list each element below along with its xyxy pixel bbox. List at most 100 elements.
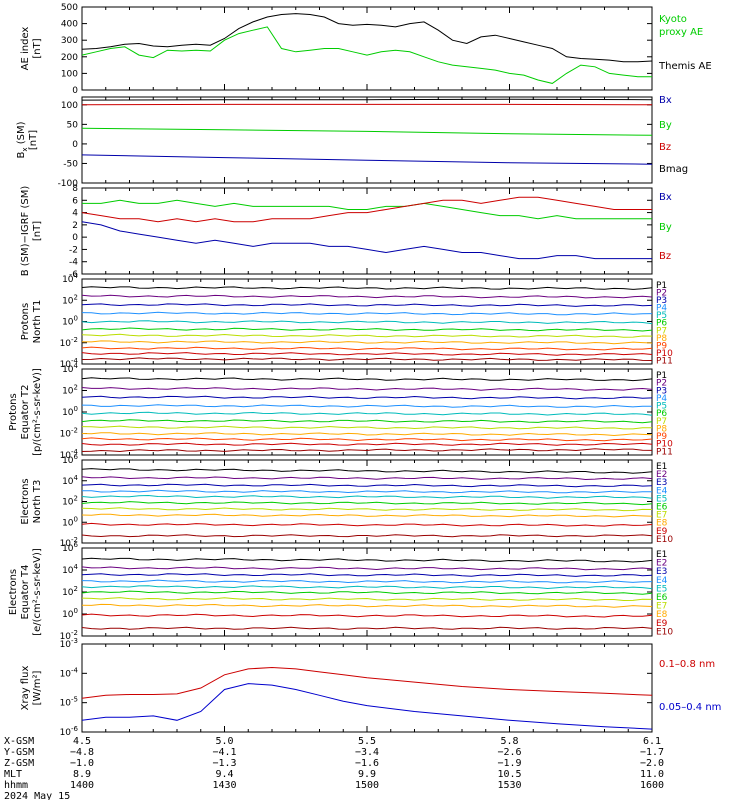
series-line-P9 xyxy=(81,346,653,351)
x-row-value: 9.9 xyxy=(358,769,376,780)
series-line-Bz xyxy=(81,196,652,223)
legend-label: 0.05–0.4 nm xyxy=(659,702,721,713)
panel-y-label: Bx (SM)[nT] xyxy=(16,121,39,158)
y-tick-label: 102 xyxy=(62,293,78,306)
y-tick-label: 10-2 xyxy=(60,336,78,349)
y-label-line: Electrons xyxy=(20,478,31,524)
series-line-E10 xyxy=(81,626,653,630)
panel-0: 0 100 200 300 400 500 Kyoto proxy AE Themis AE AE… xyxy=(20,3,712,96)
y-tick-label: 104 xyxy=(62,474,78,487)
y-tick-exponent: -4 xyxy=(71,666,79,674)
series-line-P6 xyxy=(81,327,653,332)
y-label-line: [nT] xyxy=(32,221,43,241)
y-label-line: B (SM)−IGRF (SM) xyxy=(20,186,31,277)
x-row-value: 4.5 xyxy=(73,736,91,747)
x-row-value: 9.4 xyxy=(215,769,233,780)
panel-y-label: ElectronsEquator T4[e/(cm²-s-sr-keV)] xyxy=(8,548,43,636)
y-tick-label: -4 xyxy=(69,258,78,268)
channel-label: E2 xyxy=(656,470,667,480)
date-label: 2024 May 15 xyxy=(4,791,70,800)
y-label-line: Xray flux xyxy=(20,666,31,711)
y-label-sub: x xyxy=(21,147,29,151)
series-line-E4 xyxy=(81,489,653,494)
x-row-value: −4.8 xyxy=(70,747,94,758)
channel-label: E4 xyxy=(656,486,668,496)
x-row-value: 10.5 xyxy=(497,769,521,780)
y-tick-label: -2 xyxy=(69,245,78,255)
series-line-E6 xyxy=(81,501,653,506)
panel-4: 10410210010-210-4P1P2P3P4P5P6P7P8P9P10P1… xyxy=(8,362,673,461)
x-row-value: 1430 xyxy=(212,780,236,791)
y-label-line: Equator T2 xyxy=(20,385,31,440)
series-line-P10 xyxy=(81,442,653,446)
x-row-label: Z-GSM xyxy=(4,758,34,769)
series-line-P2 xyxy=(81,387,653,391)
x-row-value: 1530 xyxy=(497,780,521,791)
x-row-value: 1500 xyxy=(355,780,379,791)
y-label-line: [nT] xyxy=(32,38,43,58)
series-line-P8 xyxy=(81,432,653,437)
series-line-By xyxy=(82,199,652,220)
y-label-line: [p/(cm²-s-sr-keV)] xyxy=(32,368,43,456)
panel-5: 10610410210010-2E1E2E3E4E5E6E7E8E9E10Ele… xyxy=(20,453,673,549)
y-tick-exponent: -5 xyxy=(71,696,78,704)
y-tick-label: 300 xyxy=(61,36,78,46)
x-row-label: hhmm xyxy=(4,780,28,791)
y-tick-label: -50 xyxy=(63,159,78,169)
channel-label: E5 xyxy=(656,584,667,594)
legend-label: proxy AE xyxy=(659,27,703,38)
x-row-value: −4.1 xyxy=(212,747,236,758)
y-tick-label: 0 xyxy=(72,140,78,150)
series-line-P5 xyxy=(81,411,653,416)
channel-label: E10 xyxy=(656,627,673,637)
y-tick-exponent: -2 xyxy=(71,629,78,637)
channel-label: E1 xyxy=(656,550,667,560)
y-tick-label: 0 xyxy=(72,233,78,243)
series-line-E7 xyxy=(81,507,653,512)
panel-frame xyxy=(81,96,653,184)
y-tick-label: 100 xyxy=(61,69,78,79)
series-line-E1 xyxy=(81,557,653,563)
channel-label: P2 xyxy=(656,379,667,389)
y-label-line: Protons xyxy=(8,393,19,430)
y-tick-label: -100 xyxy=(58,179,79,189)
series-line-E9 xyxy=(81,522,653,527)
channel-label: P4 xyxy=(656,304,667,314)
series-line-E10 xyxy=(81,534,653,538)
series-line-P7 xyxy=(81,425,653,430)
x-row-value: 5.5 xyxy=(358,736,376,747)
legend-label: Bx xyxy=(659,95,672,106)
y-tick-exponent: -2 xyxy=(71,336,78,344)
series-line-E9 xyxy=(81,613,653,618)
panel-y-label: AE index[nT] xyxy=(20,27,43,71)
y-tick-exponent: 2 xyxy=(74,293,78,301)
x-row-value: −1.0 xyxy=(70,758,94,769)
channel-label: E9 xyxy=(656,527,668,537)
x-row-value: 1400 xyxy=(70,780,94,791)
channel-label: P11 xyxy=(656,356,673,366)
y-tick-label: 100 xyxy=(62,515,78,528)
panel-frame xyxy=(81,368,653,456)
y-tick-exponent: -4 xyxy=(71,448,79,456)
channel-label: E1 xyxy=(656,462,667,472)
y-tick-exponent: 0 xyxy=(74,315,78,323)
y-label-line: Electrons xyxy=(8,569,19,615)
series-line-E5 xyxy=(81,585,653,590)
series-line-P6 xyxy=(81,419,653,424)
y-tick-exponent: 2 xyxy=(74,585,78,593)
channel-label: P10 xyxy=(656,349,673,359)
channel-label: P5 xyxy=(656,311,667,321)
x-row-value: 11.0 xyxy=(640,769,664,780)
channel-label: E7 xyxy=(656,602,667,612)
series-line-P7 xyxy=(81,333,653,338)
series-line-Kyoto proxy AE xyxy=(81,26,652,84)
y-tick-label: 6 xyxy=(72,196,78,206)
channel-label: E9 xyxy=(656,619,668,629)
y-tick-exponent: 4 xyxy=(74,563,79,571)
channel-label: P6 xyxy=(656,409,667,419)
panel-y-label: ElectronsNorth T3 xyxy=(20,478,43,524)
channel-label: E10 xyxy=(656,535,673,545)
x-row-value: −3.4 xyxy=(355,747,379,758)
y-tick-exponent: 0 xyxy=(74,405,78,413)
